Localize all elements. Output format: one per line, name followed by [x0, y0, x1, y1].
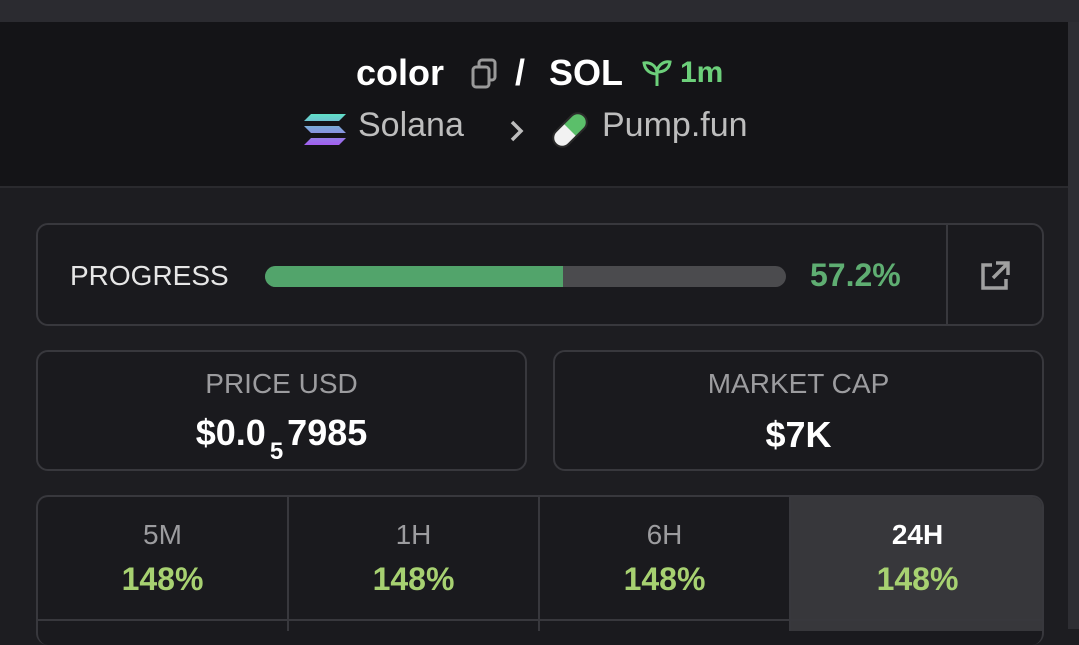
tab-label: 24H: [891, 519, 944, 550]
tab[interactable]: 24H 148%: [791, 497, 1042, 631]
copy-icon[interactable]: [470, 58, 500, 90]
pair-age: 1m: [680, 56, 724, 89]
tab-change: 148%: [372, 561, 455, 597]
divider: [38, 619, 1042, 621]
dex-name[interactable]: Pump.fun: [602, 106, 748, 144]
token-name: color: [356, 52, 445, 93]
tab-label: 1H: [395, 519, 432, 550]
timeframe-tabs: 5M 148% 1H 148% 6H 148% 24H 148%: [36, 495, 1044, 645]
quote-symbol: SOL: [549, 52, 624, 93]
progress-label: PROGRESS: [70, 260, 229, 291]
tab[interactable]: 6H 148%: [540, 497, 791, 631]
price-card: PRICE USD $0.0 5 7985: [36, 350, 527, 471]
price-value: $0.0 5 7985: [38, 412, 525, 465]
chevron: [510, 120, 524, 142]
price-digits: 7985: [287, 412, 368, 453]
price-label: PRICE USD: [205, 368, 358, 399]
price-zero-count: 5: [269, 438, 284, 465]
market-cap-label: MARKET CAP: [707, 368, 890, 399]
tab[interactable]: 5M 148%: [38, 497, 289, 631]
scrollbar[interactable]: [1068, 22, 1079, 629]
tab-label: 5M: [143, 519, 182, 550]
divider: [946, 225, 948, 324]
price-prefix: $0.0: [195, 412, 266, 453]
top-bar: [0, 0, 1079, 22]
pill-icon: [552, 112, 588, 148]
separator: /: [515, 52, 526, 93]
header: [0, 22, 1068, 188]
tab[interactable]: 1H 148%: [289, 497, 540, 631]
progress-fill: [265, 266, 563, 287]
tab-change: 148%: [623, 561, 706, 597]
external-link-icon[interactable]: [978, 259, 1012, 293]
market-cap-value: $7K: [765, 414, 832, 455]
chain-name[interactable]: Solana: [358, 106, 464, 144]
tab-label: 6H: [646, 519, 683, 550]
progress-track: [265, 266, 786, 287]
tab-change: 148%: [876, 561, 959, 597]
tab-change: 148%: [121, 561, 204, 597]
solana-icon: [304, 114, 346, 145]
progress-card: PROGRESS 57.2%: [36, 223, 1044, 326]
market-cap-card: MARKET CAP $7K: [553, 350, 1044, 471]
sprout-icon: [642, 60, 672, 86]
progress-value: 57.2%: [810, 257, 901, 293]
